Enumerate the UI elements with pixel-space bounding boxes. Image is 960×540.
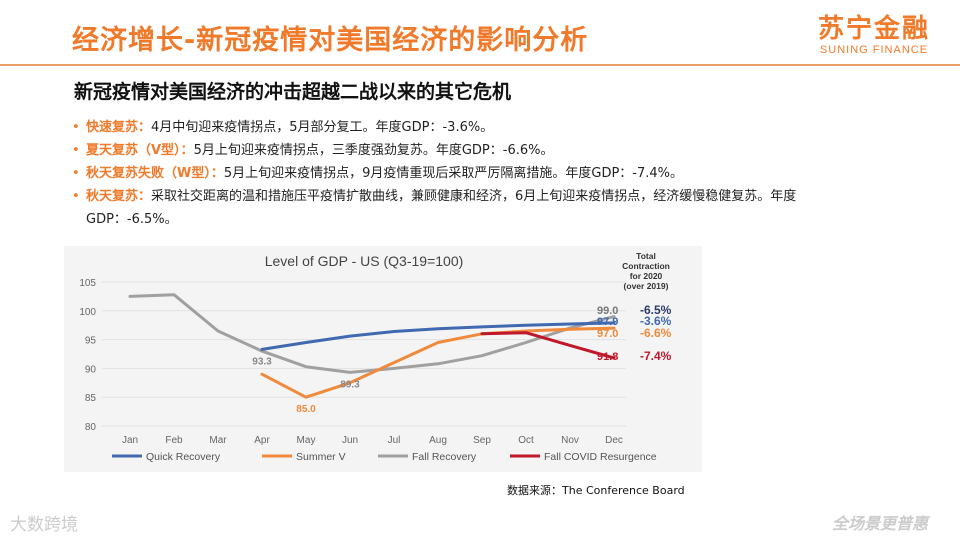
bullet-icon: • [72,189,80,204]
x-tick-label: Jul [388,435,401,446]
watermark-right: 全场景更普惠 [831,514,928,533]
item-label: 夏天复苏（V型）： [86,143,194,158]
watermark-left: 大数跨境 [10,515,78,535]
legend-label: Fall Recovery [412,451,477,463]
contraction-header: for 2020 [630,271,663,281]
point-label: 93.3 [252,356,272,367]
x-tick-label: Apr [254,435,270,446]
item-text: 4月中旬迎来疫情拐点，5月部分复工。年度GDP：-3.6%。 [151,120,494,135]
bullet-icon: • [72,143,80,158]
x-tick-label: Oct [518,435,534,446]
logo-en: SUNING FINANCE [819,44,929,56]
y-tick-label: 95 [85,336,97,347]
y-tick-label: 100 [79,307,96,318]
item-text: 5月上旬迎来疫情拐点，9月疫情重现后采取严厉隔离措施。年度GDP：-7.4%。 [223,166,684,181]
series-line-fall-covid-resurgence [480,331,616,360]
x-tick-label: Jan [122,435,138,446]
contraction-label: -7.4% [640,349,672,363]
series-line-quick-recovery [260,321,616,351]
x-tick-label: Feb [165,435,183,446]
contraction-header: (over 2019) [624,281,669,291]
contraction-label: -3.6% [640,314,672,328]
legend-label: Fall COVID Resurgence [544,451,657,463]
contraction-header: Contraction [622,261,670,271]
data-source: 数据来源：The Conference Board [507,484,685,497]
y-tick-label: 85 [85,393,97,404]
end-value-label: 97.0 [597,328,618,340]
series-line-fall-recovery [128,293,616,374]
chart-title: Level of GDP - US (Q3-19=100) [265,253,464,269]
section-subtitle: 新冠疫情对美国经济的冲击超越二战以来的其它危机 [74,81,512,103]
point-label: 85.0 [296,404,316,415]
end-value-label: 97.9 [597,316,618,328]
y-tick-label: 90 [85,364,97,375]
end-value-label: 99.0 [597,305,618,317]
gdp-line-chart: Level of GDP - US (Q3-19=100) 80 85 90 95 100… [64,246,702,472]
logo-cn: 苏宁金融 [817,14,930,44]
chart-background [64,246,702,472]
contraction-header: Total [636,251,656,261]
end-value-label: 91.8 [597,351,618,363]
x-tick-label: Nov [561,435,579,446]
x-tick-label: Mar [209,435,227,446]
item-text: 5月上旬迎来疫情拐点，三季度强劲复苏。年度GDP：-6.6%。 [193,143,554,158]
list-item: • 夏天复苏（V型）：5月上旬迎来疫情拐点，三季度强劲复苏。年度GDP：-6.6%… [70,139,830,162]
point-label: 89.3 [340,379,360,390]
page-title: 经济增长-新冠疫情对美国经济的影响分析 [72,25,589,56]
scenario-list: • 快速复苏：4月中旬迎来疫情拐点，5月部分复工。年度GDP：-3.6%。 • 夏天… [70,116,830,231]
item-label: 秋天复苏失败（W型）： [86,166,224,181]
x-tick-label: Aug [429,435,447,446]
bullet-icon: • [72,120,80,135]
x-tick-label: May [297,435,316,446]
header-divider [0,64,960,66]
x-tick-label: Dec [605,435,623,446]
contraction-label: -6.5% [640,303,672,317]
x-tick-label: Jun [342,435,358,446]
y-tick-label: 80 [85,422,97,433]
brand-logo: 苏宁金融 SUNING FINANCE [818,14,930,56]
list-item: • 秋天复苏：采取社交距离的温和措施压平疫情扩散曲线，兼顾健康和经济，6月上旬迎来… [70,185,830,231]
item-label: 秋天复苏： [86,189,152,204]
x-tick-label: Sep [473,435,491,446]
list-item: • 秋天复苏失败（W型）：5月上旬迎来疫情拐点，9月疫情重现后采取严厉隔离措施。年… [70,162,830,185]
legend-label: Quick Recovery [146,451,221,463]
y-tick-label: 105 [79,278,96,289]
contraction-label: -6.6% [640,326,672,340]
list-item: • 快速复苏：4月中旬迎来疫情拐点，5月部分复工。年度GDP：-3.6%。 [70,116,830,139]
bullet-icon: • [72,166,80,181]
item-label: 快速复苏： [86,120,152,135]
item-text: 采取社交距离的温和措施压平疫情扩散曲线，兼顾健康和经济，6月上旬迎来疫情拐点，经… [86,189,797,227]
legend-label: Summer V [296,451,346,463]
series-line-summer-v [260,326,616,399]
